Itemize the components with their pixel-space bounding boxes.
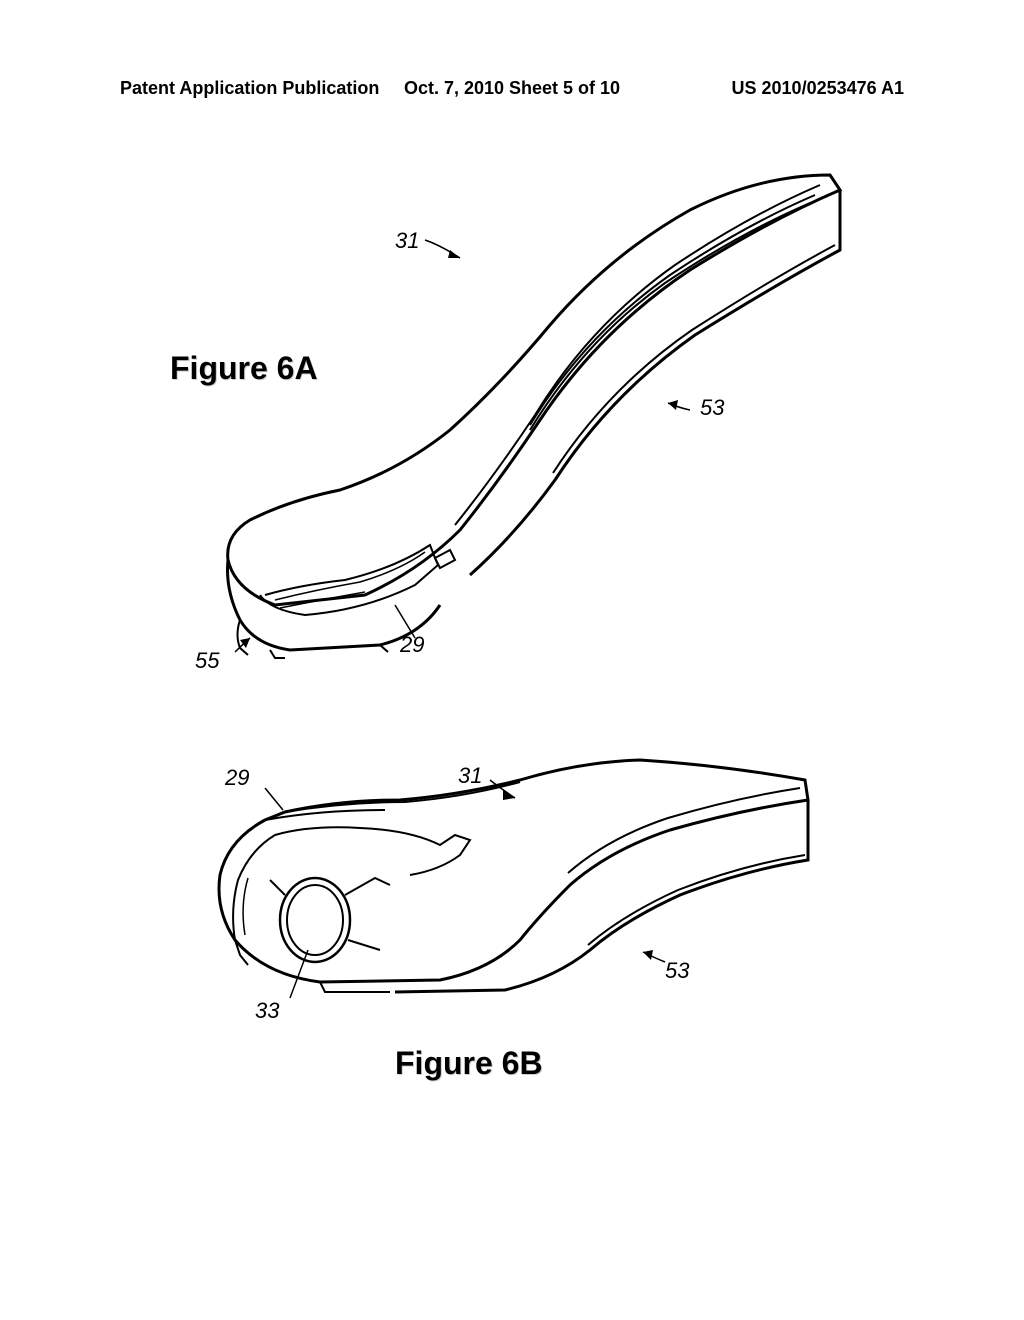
- header-date-sheet: Oct. 7, 2010 Sheet 5 of 10: [381, 78, 642, 99]
- header-publication-type: Patent Application Publication: [120, 78, 381, 99]
- patent-drawing: [120, 140, 904, 1140]
- ref-53-fig-a: 53: [700, 395, 724, 421]
- technical-drawing-svg: [120, 140, 904, 1140]
- ref-33-fig-b: 33: [255, 998, 279, 1024]
- ref-29-fig-b: 29: [225, 765, 249, 791]
- figure-6a-label: Figure 6A: [170, 350, 318, 387]
- figure-6b-label: Figure 6B: [395, 1045, 543, 1082]
- ref-55-fig-a: 55: [195, 648, 219, 674]
- ref-53-fig-b: 53: [665, 958, 689, 984]
- patent-header: Patent Application Publication Oct. 7, 2…: [0, 78, 1024, 99]
- ref-29-fig-a: 29: [400, 632, 424, 658]
- header-publication-number: US 2010/0253476 A1: [643, 78, 904, 99]
- figure-6a-drawing: [228, 175, 841, 658]
- ref-31-fig-b: 31: [458, 763, 482, 789]
- figure-6b-drawing: [219, 760, 808, 998]
- ref-31-fig-a: 31: [395, 228, 419, 254]
